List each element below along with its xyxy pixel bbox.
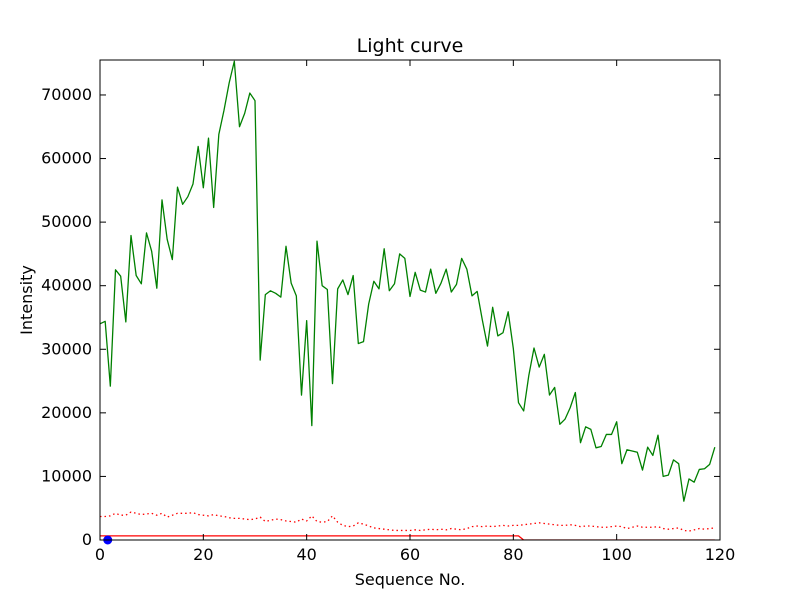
y-tick-label: 20000 [41,403,92,422]
x-tick-label: 100 [601,545,632,564]
x-tick-label: 0 [95,545,105,564]
x-tick-label: 120 [705,545,736,564]
series-0-line [100,60,716,502]
y-tick-label: 0 [82,530,92,549]
y-tick-label: 40000 [41,276,92,295]
y-tick-label: 70000 [41,85,92,104]
x-axis-title: Sequence No. [355,570,466,589]
series-1-line [100,511,715,532]
plot-area [100,60,716,545]
x-tick-label: 40 [296,545,316,564]
x-tick-label: 20 [193,545,213,564]
y-tick-label: 50000 [41,212,92,231]
chart-title: Light curve [357,35,464,57]
y-tick-label: 30000 [41,339,92,358]
plot-frame [99,59,721,541]
axes: 0 20 40 60 80 100 120 0 10000 20000 30000 40000 5000… [41,59,736,564]
y-axis-title: Intensity [17,265,36,335]
series-group [100,60,716,540]
y-tick-label: 60000 [41,149,92,168]
y-tick-label: 10000 [41,466,92,485]
series-2-line [100,535,715,540]
x-tick-label: 80 [503,545,523,564]
x-tick-label: 60 [400,545,420,564]
